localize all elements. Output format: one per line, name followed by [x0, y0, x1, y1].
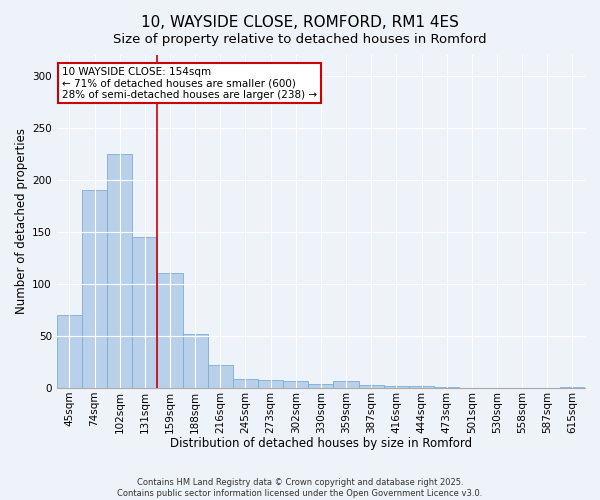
Bar — [57, 315, 82, 388]
Bar — [182, 334, 208, 388]
Bar — [409, 386, 434, 388]
Text: 10 WAYSIDE CLOSE: 154sqm
← 71% of detached houses are smaller (600)
28% of semi-: 10 WAYSIDE CLOSE: 154sqm ← 71% of detach… — [62, 66, 317, 100]
X-axis label: Distribution of detached houses by size in Romford: Distribution of detached houses by size … — [170, 437, 472, 450]
Bar — [208, 365, 233, 388]
Bar — [132, 237, 157, 388]
Y-axis label: Number of detached properties: Number of detached properties — [15, 128, 28, 314]
Bar — [82, 190, 107, 388]
Bar — [384, 386, 409, 388]
Bar — [258, 380, 283, 388]
Bar — [334, 380, 359, 388]
Bar — [560, 387, 585, 388]
Bar — [434, 387, 459, 388]
Text: Contains HM Land Registry data © Crown copyright and database right 2025.
Contai: Contains HM Land Registry data © Crown c… — [118, 478, 482, 498]
Bar — [157, 274, 182, 388]
Text: 10, WAYSIDE CLOSE, ROMFORD, RM1 4ES: 10, WAYSIDE CLOSE, ROMFORD, RM1 4ES — [141, 15, 459, 30]
Text: Size of property relative to detached houses in Romford: Size of property relative to detached ho… — [113, 32, 487, 46]
Bar — [359, 385, 384, 388]
Bar — [308, 384, 334, 388]
Bar — [107, 154, 132, 388]
Bar — [283, 380, 308, 388]
Bar — [233, 378, 258, 388]
